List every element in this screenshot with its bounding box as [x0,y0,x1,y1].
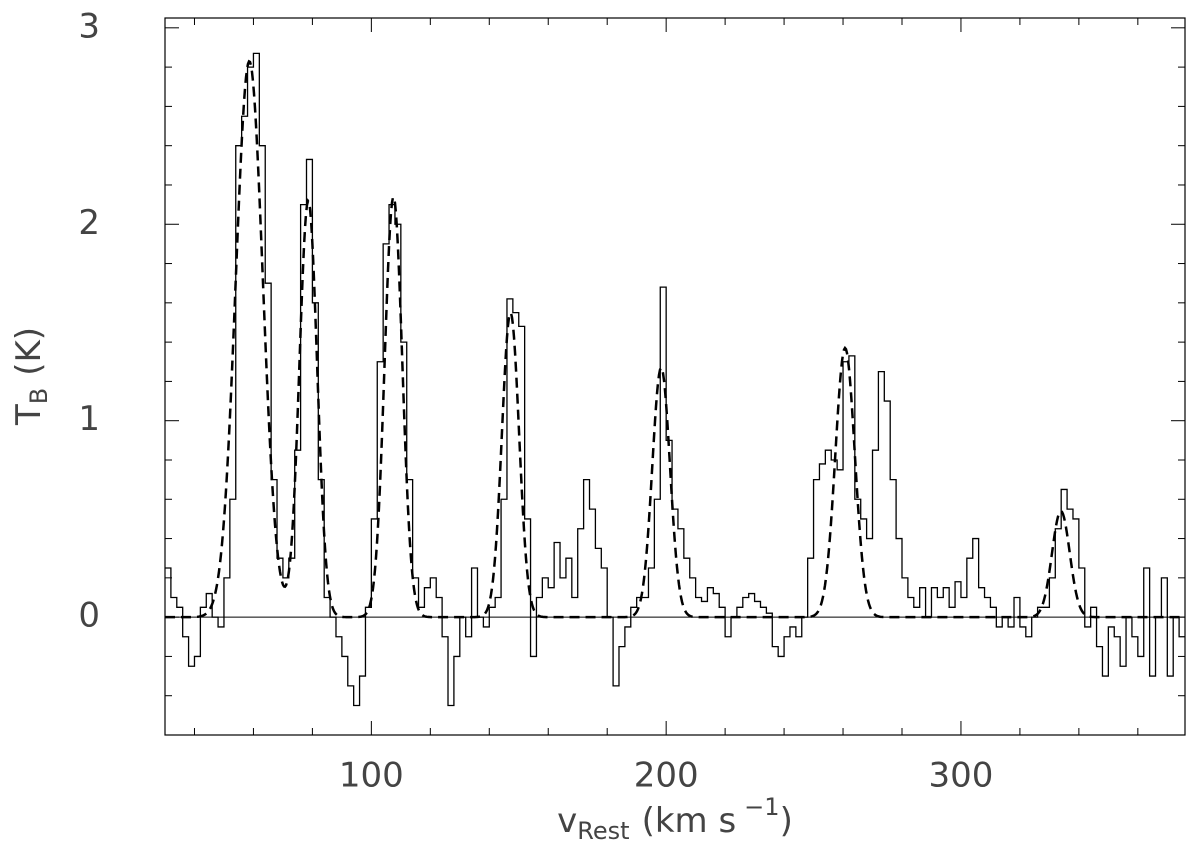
y-tick-label: 0 [78,596,100,636]
x-tick-label: 200 [634,756,699,796]
gaussian-fit [165,59,1185,619]
y-tick-label: 2 [78,203,100,243]
spectrum [165,52,1185,707]
x-tick-label: 100 [339,756,404,796]
y-axis-label: TB(K) [9,327,54,426]
y-tick-label: 3 [78,6,100,46]
x-axis-label: vRest (km s −1) [557,793,793,845]
y-tick-label: 1 [78,399,100,439]
x-tick-label: 300 [929,756,994,796]
plot-frame [164,17,1186,736]
